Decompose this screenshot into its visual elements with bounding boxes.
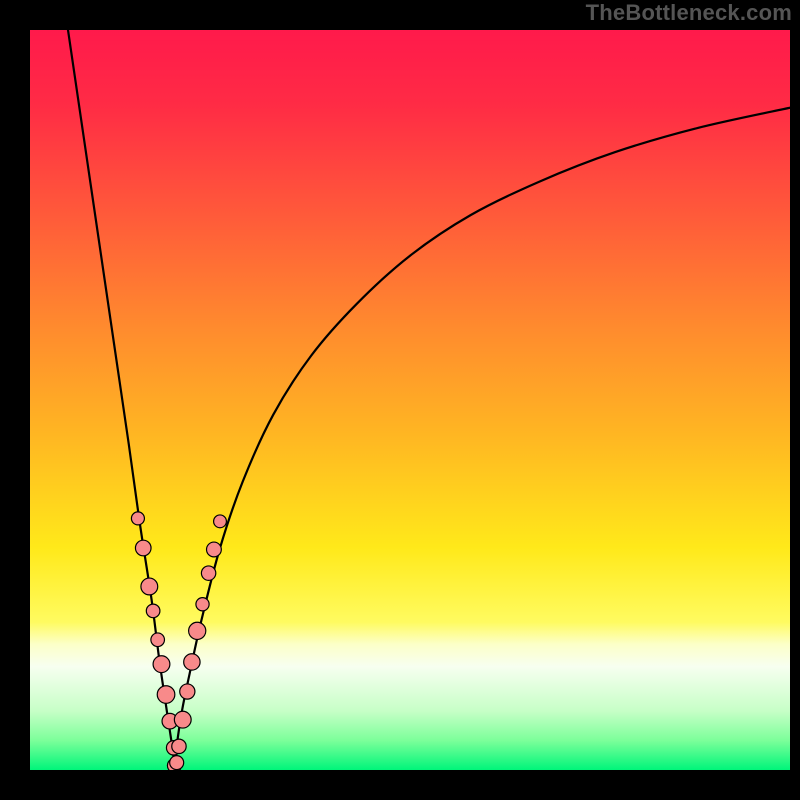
- marker-dot: [170, 756, 184, 770]
- bottleneck-chart-svg: [0, 0, 800, 800]
- marker-dot: [189, 622, 206, 639]
- marker-dot: [141, 578, 158, 595]
- marker-dot: [157, 686, 175, 704]
- gradient-plot-background: [30, 30, 790, 770]
- chart-container: TheBottleneck.com: [0, 0, 800, 800]
- marker-dot: [214, 515, 227, 528]
- marker-dot: [196, 598, 209, 611]
- marker-dot: [135, 540, 151, 556]
- marker-dot: [180, 684, 195, 699]
- marker-dot: [153, 656, 170, 673]
- marker-dot: [146, 604, 160, 618]
- marker-dot: [131, 512, 144, 525]
- marker-dot: [207, 542, 222, 557]
- marker-dot: [174, 711, 191, 728]
- marker-dot: [172, 739, 186, 753]
- marker-dot: [184, 654, 200, 670]
- marker-dot: [151, 633, 165, 647]
- marker-dot: [201, 566, 215, 580]
